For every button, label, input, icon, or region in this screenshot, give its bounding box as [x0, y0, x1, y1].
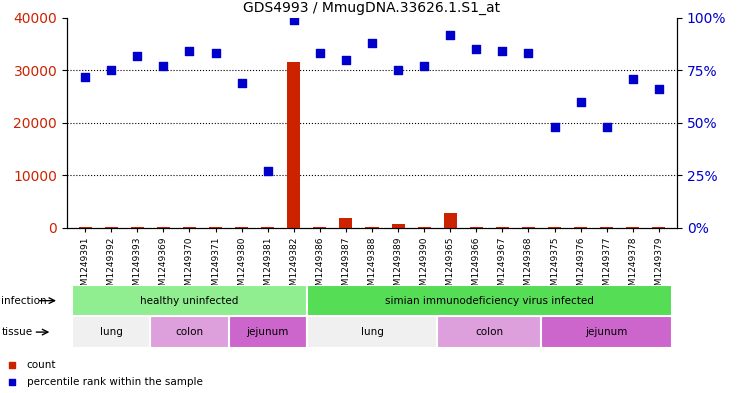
- Text: simian immunodeficiency virus infected: simian immunodeficiency virus infected: [385, 296, 594, 306]
- Text: colon: colon: [176, 327, 204, 337]
- Point: [340, 57, 352, 63]
- Point: [366, 40, 378, 46]
- Text: tissue: tissue: [1, 327, 33, 337]
- Point: [600, 124, 612, 130]
- Point: [574, 99, 586, 105]
- Text: infection: infection: [1, 296, 47, 306]
- Bar: [150, 316, 228, 348]
- Bar: [209, 227, 222, 228]
- Point: [444, 31, 456, 38]
- Text: percentile rank within the sample: percentile rank within the sample: [27, 377, 202, 387]
- Point: [288, 17, 300, 23]
- Bar: [131, 227, 144, 228]
- Bar: [72, 285, 307, 316]
- Bar: [542, 316, 672, 348]
- Bar: [105, 227, 118, 228]
- Bar: [157, 227, 170, 228]
- Bar: [228, 316, 307, 348]
- Bar: [72, 316, 150, 348]
- Point: [158, 63, 170, 69]
- Title: GDS4993 / MmugDNA.33626.1.S1_at: GDS4993 / MmugDNA.33626.1.S1_at: [243, 1, 501, 15]
- Point: [236, 80, 248, 86]
- Point: [392, 67, 404, 73]
- Bar: [496, 227, 509, 228]
- Point: [314, 50, 326, 57]
- Text: colon: colon: [475, 327, 504, 337]
- Point: [418, 63, 430, 69]
- Text: jejunum: jejunum: [586, 327, 628, 337]
- Point: [310, 270, 322, 276]
- Point: [310, 113, 322, 119]
- Bar: [235, 227, 248, 228]
- Point: [106, 67, 118, 73]
- Point: [132, 52, 144, 59]
- Point: [626, 75, 638, 82]
- Text: lung: lung: [361, 327, 383, 337]
- Bar: [261, 227, 275, 228]
- Point: [548, 124, 560, 130]
- Bar: [183, 227, 196, 228]
- Bar: [469, 227, 483, 228]
- Text: jejunum: jejunum: [246, 327, 289, 337]
- Point: [210, 50, 222, 57]
- Point: [652, 86, 664, 92]
- Bar: [626, 227, 639, 228]
- Point: [522, 50, 534, 57]
- Bar: [652, 227, 665, 228]
- Bar: [574, 227, 587, 228]
- Bar: [437, 316, 542, 348]
- Bar: [522, 227, 535, 228]
- Bar: [287, 62, 301, 228]
- Bar: [79, 227, 92, 228]
- Bar: [339, 218, 353, 228]
- Bar: [365, 227, 379, 228]
- Bar: [417, 227, 431, 228]
- Text: count: count: [27, 360, 56, 370]
- Point: [496, 48, 508, 55]
- Bar: [391, 224, 405, 228]
- Point: [470, 46, 482, 52]
- Text: lung: lung: [100, 327, 123, 337]
- Bar: [600, 227, 613, 228]
- Point: [184, 48, 196, 55]
- Bar: [307, 316, 437, 348]
- Text: healthy uninfected: healthy uninfected: [141, 296, 239, 306]
- Bar: [307, 285, 672, 316]
- Bar: [548, 227, 561, 228]
- Point: [80, 73, 92, 80]
- Bar: [443, 213, 457, 228]
- Point: [262, 168, 274, 174]
